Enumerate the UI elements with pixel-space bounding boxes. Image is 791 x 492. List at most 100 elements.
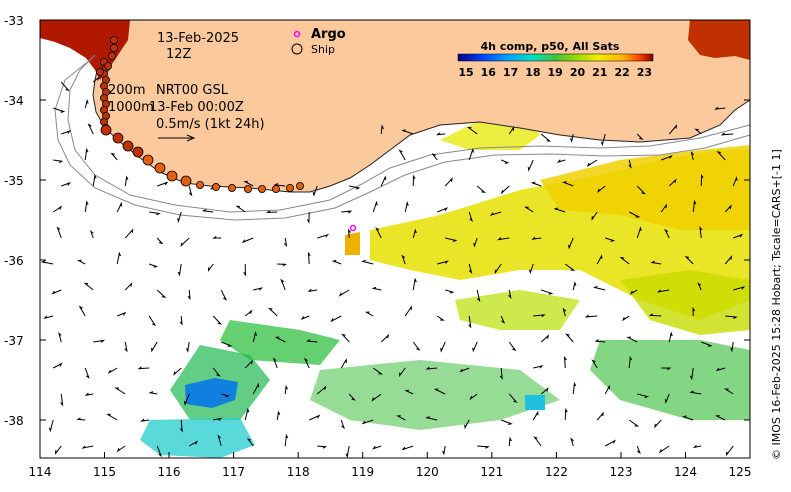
current-vector-head <box>307 288 313 292</box>
current-vector-head <box>425 416 430 419</box>
current-vector-head <box>151 347 154 353</box>
current-vector-head <box>512 347 517 352</box>
current-vector-head <box>153 265 159 268</box>
current-vector-head <box>452 239 458 243</box>
ship-track <box>96 36 304 193</box>
ship-track-marker <box>110 36 119 45</box>
ship-track-marker <box>112 132 124 144</box>
current-vector-head <box>600 411 604 417</box>
current-vector-head <box>241 239 247 244</box>
current-vector-head <box>84 392 90 396</box>
current-vector-head <box>179 321 183 326</box>
current-vector-head <box>177 271 181 277</box>
current-vector-head <box>591 216 595 221</box>
hour-label: 12Z <box>166 47 192 62</box>
current-vector-head <box>449 177 453 182</box>
current-vector-head <box>639 136 644 140</box>
current-vector-head <box>597 188 601 194</box>
current-vector-head <box>283 242 288 248</box>
current-vector-head <box>494 269 498 275</box>
current-vector-head <box>96 76 100 81</box>
current-vector-head <box>76 417 81 421</box>
y-axis: -33 -34 -35 -36 -37 -38 <box>4 14 750 428</box>
current-vector-head <box>610 239 616 242</box>
current-vector-head <box>628 164 632 169</box>
current-vector-head <box>530 181 536 185</box>
current-vector-head <box>468 323 472 329</box>
current-vector-head <box>207 267 211 272</box>
current-vector-head <box>637 449 641 455</box>
current-vector-head <box>183 401 187 406</box>
current-vector-head <box>66 129 72 134</box>
current-vector-head <box>473 242 476 248</box>
current-vector-head <box>48 427 52 433</box>
y-tick-label: -38 <box>4 414 24 428</box>
current-vector-head <box>348 228 351 234</box>
current-vector-head <box>372 445 377 450</box>
current-vector-head <box>734 176 738 181</box>
ship-track-marker <box>295 181 304 190</box>
current-vector-head <box>345 453 349 458</box>
current-vector-head <box>78 305 83 310</box>
current-vector-head <box>586 162 591 167</box>
current-vector-head <box>285 433 289 439</box>
current-vector-head <box>156 212 161 216</box>
x-tick-label: 121 <box>480 465 503 479</box>
current-vector-head <box>246 407 250 413</box>
current-vector-head <box>81 445 87 449</box>
current-vector-head <box>401 254 406 259</box>
current-vector-head <box>730 347 733 353</box>
contour-depth-1000: 1000m <box>108 100 154 115</box>
current-vector-head <box>641 190 646 195</box>
ship-track-marker <box>195 180 204 189</box>
y-tick-label: -35 <box>4 174 24 188</box>
sst-patches <box>140 110 750 458</box>
current-vector-head <box>364 311 370 315</box>
current-vector-head <box>584 314 590 318</box>
current-vector-head <box>635 215 641 218</box>
current-vector-head <box>468 269 473 274</box>
current-vector-head <box>471 147 475 153</box>
colorbar-ticks: 15 16 17 18 19 20 21 22 23 <box>458 66 652 79</box>
current-vector-head <box>256 382 260 388</box>
current-vector-head <box>524 206 529 210</box>
current-vector-head <box>265 210 271 213</box>
y-tick-label: -37 <box>4 334 24 348</box>
current-vector-head <box>378 371 384 375</box>
current-vector-head <box>725 451 729 457</box>
current-vector-head <box>85 99 89 104</box>
x-tick-label: 124 <box>674 465 697 479</box>
current-vector-head <box>85 147 89 153</box>
current-vector-head <box>670 331 673 337</box>
current-vector-head <box>729 255 733 260</box>
current-vector-head <box>383 175 387 181</box>
current-vector-head <box>163 181 169 186</box>
current-vector-head <box>177 218 180 223</box>
contour-depth-200: 200m <box>108 83 145 98</box>
ship-track-marker <box>100 124 112 136</box>
ship-track-marker <box>142 154 154 166</box>
current-vector-head <box>435 132 441 136</box>
current-vector-head <box>714 414 720 418</box>
current-vector-head <box>533 436 538 440</box>
current-vector-head <box>267 307 273 311</box>
current-vector-head <box>212 235 217 239</box>
x-axis: 114 115 116 117 118 119 120 121 122 123 … <box>29 452 751 479</box>
current-vector-head <box>499 375 503 380</box>
contour-200m <box>67 54 750 213</box>
current-vector-head <box>535 410 539 416</box>
current-vector-head <box>180 242 184 247</box>
ship-track-marker <box>110 44 119 53</box>
current-vector-head <box>243 271 246 277</box>
colorbar-tick-label: 19 <box>548 66 563 79</box>
colorbar-tick-label: 23 <box>637 66 652 79</box>
current-vector-head <box>65 87 70 92</box>
current-vector-head <box>100 339 106 343</box>
current-vector-head <box>179 427 183 433</box>
current-vector-head <box>481 189 486 193</box>
current-vector-head <box>440 318 445 321</box>
ship-track-marker <box>166 170 178 182</box>
colorbar-tick-label: 21 <box>592 66 607 79</box>
contour-1000m <box>54 59 750 221</box>
current-vector-head <box>148 391 154 394</box>
